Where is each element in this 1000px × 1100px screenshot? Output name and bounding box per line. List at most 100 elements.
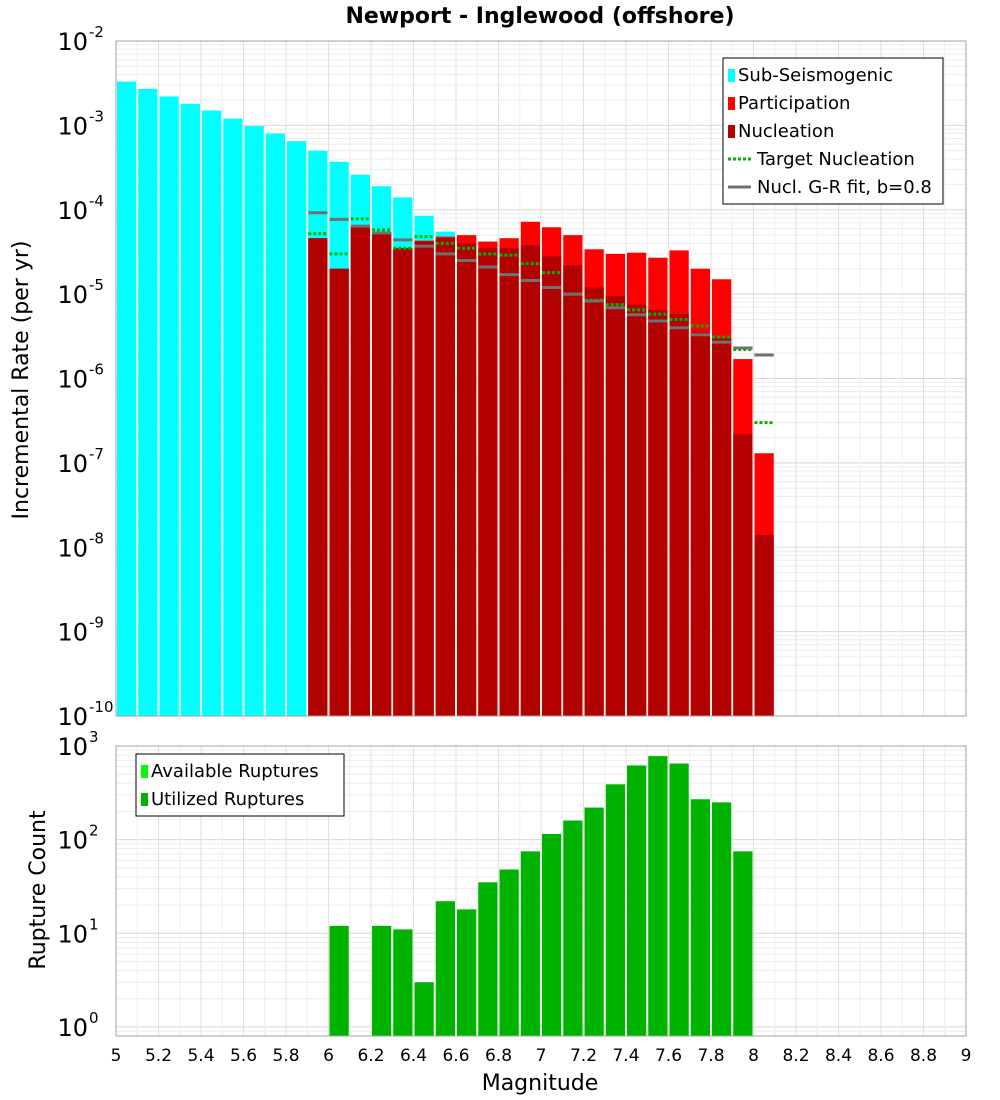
- count-bar: [414, 982, 434, 1036]
- count-y-tick-exponent: 2: [89, 822, 99, 840]
- x-axis-label: Magnitude: [482, 1071, 599, 1096]
- rate-bar: [414, 241, 434, 717]
- count-bar: [733, 851, 753, 1036]
- x-tick-label: 6: [323, 1046, 334, 1066]
- rate-y-tick-label: 10: [57, 450, 88, 478]
- rate-bar: [690, 332, 710, 716]
- rate-legend-swatch: [728, 97, 735, 110]
- rate-y-tick-exponent: -5: [89, 276, 104, 294]
- count-bars: [329, 756, 753, 1036]
- count-bar: [712, 802, 732, 1036]
- rate-y-tick-label: 10: [57, 197, 88, 225]
- rate-bar: [457, 243, 477, 717]
- x-tick-label: 5.2: [145, 1046, 172, 1066]
- rate-bars: [117, 81, 774, 717]
- count-bar: [542, 833, 562, 1036]
- rate-bar: [223, 118, 243, 716]
- rate-bar: [287, 141, 307, 717]
- rate-bar: [159, 96, 179, 716]
- rate-bar: [244, 126, 264, 717]
- rate-bar: [563, 265, 583, 716]
- count-y-tick-label: 10: [57, 827, 88, 855]
- x-tick-label: 6.2: [357, 1046, 384, 1066]
- rate-bar: [478, 248, 498, 717]
- x-tick-label: 7.6: [655, 1046, 682, 1066]
- count-bar: [690, 799, 710, 1036]
- x-tick-label: 5.4: [187, 1046, 214, 1066]
- rate-bar: [180, 103, 200, 717]
- rate-bar: [754, 534, 774, 716]
- count-bar: [372, 925, 392, 1036]
- x-tick-label: 7.8: [697, 1046, 724, 1066]
- rate-legend-label: Target Nucleation: [756, 149, 915, 170]
- rate-bar: [117, 81, 137, 717]
- rate-bar: [712, 338, 732, 716]
- count-bar: [329, 925, 349, 1036]
- rupture-count-panel: 10 010 110 210 35 5.2 5.4 5.6 5.8 6 6.2 6.4 6.6 6.8 7 7…: [57, 728, 971, 1066]
- x-tick-label: 5: [111, 1046, 122, 1066]
- count-y-tick-label: 10: [57, 1014, 88, 1042]
- rate-bar: [435, 238, 455, 716]
- chart-title: Newport - Inglewood (offshore): [345, 4, 734, 29]
- rate-bar: [584, 287, 604, 716]
- rate-y-tick-exponent: -10: [89, 698, 114, 716]
- rate-bar: [138, 88, 158, 716]
- count-legend-swatch: [141, 765, 148, 778]
- rate-bar: [733, 433, 753, 716]
- count-bar: [457, 909, 477, 1036]
- x-tick-label: 6.6: [442, 1046, 469, 1066]
- rate-bar: [648, 309, 668, 716]
- count-bar: [520, 851, 540, 1036]
- rate-bar: [308, 238, 328, 716]
- rate-legend-box: [722, 57, 944, 205]
- rate-bar: [499, 248, 519, 717]
- count-bar: [584, 807, 604, 1036]
- count-bar: [499, 869, 519, 1036]
- rate-legend-label: Nucleation: [738, 121, 834, 142]
- count-legend-label: Available Ruptures: [151, 761, 319, 782]
- rate-y-tick-exponent: -3: [89, 107, 104, 125]
- rate-y-tick-label: 10: [57, 281, 88, 309]
- rate-legend-label: Participation: [738, 93, 850, 114]
- rate-bar: [372, 231, 392, 716]
- rate-legend: Sub-Seismogenic Participation Nucleation Ta…: [722, 57, 944, 205]
- x-tick-label: 8.6: [867, 1046, 894, 1066]
- rate-y-tick-exponent: -4: [89, 192, 104, 210]
- x-tick-label: 8.2: [782, 1046, 809, 1066]
- x-tick-label: 7: [536, 1046, 547, 1066]
- rate-bar: [265, 133, 285, 717]
- count-y-tick-exponent: 0: [89, 1009, 99, 1027]
- rate-bar: [393, 248, 413, 717]
- rate-bar: [329, 268, 349, 716]
- rate-y-tick-exponent: -7: [89, 445, 104, 463]
- count-y-tick-exponent: 1: [89, 915, 99, 933]
- rate-bar: [350, 227, 370, 716]
- count-bar: [393, 929, 413, 1036]
- rate-y-tick-label: 10: [57, 112, 88, 140]
- x-tick-label: 7.2: [570, 1046, 597, 1066]
- count-legend-label: Utilized Ruptures: [151, 789, 304, 810]
- count-bar: [605, 784, 625, 1036]
- rate-y-tick-exponent: -9: [89, 614, 104, 632]
- count-legend-swatch: [141, 793, 148, 806]
- rate-y-tick-label: 10: [57, 366, 88, 394]
- x-tick-label: 8.4: [825, 1046, 852, 1066]
- count-y-tick-label: 10: [57, 920, 88, 948]
- rate-y-tick-label: 10: [57, 703, 88, 731]
- count-bar: [478, 882, 498, 1036]
- x-tick-label: 6.4: [400, 1046, 427, 1066]
- rate-legend-label: Nucl. G-R fit, b=0.8: [757, 177, 932, 198]
- count-bar: [669, 763, 689, 1036]
- rate-y-axis-label: Incremental Rate (per yr): [9, 241, 34, 520]
- rate-y-tick-exponent: -6: [89, 361, 104, 379]
- count-bar: [648, 756, 668, 1036]
- count-bar: [627, 765, 647, 1036]
- rate-bar: [520, 245, 540, 717]
- rate-plot-frame: [115, 40, 967, 717]
- x-tick-label: 9: [961, 1046, 972, 1066]
- rate-bar: [627, 304, 647, 716]
- rate-y-tick-exponent: -2: [89, 23, 104, 41]
- x-tick-label: 8.8: [910, 1046, 937, 1066]
